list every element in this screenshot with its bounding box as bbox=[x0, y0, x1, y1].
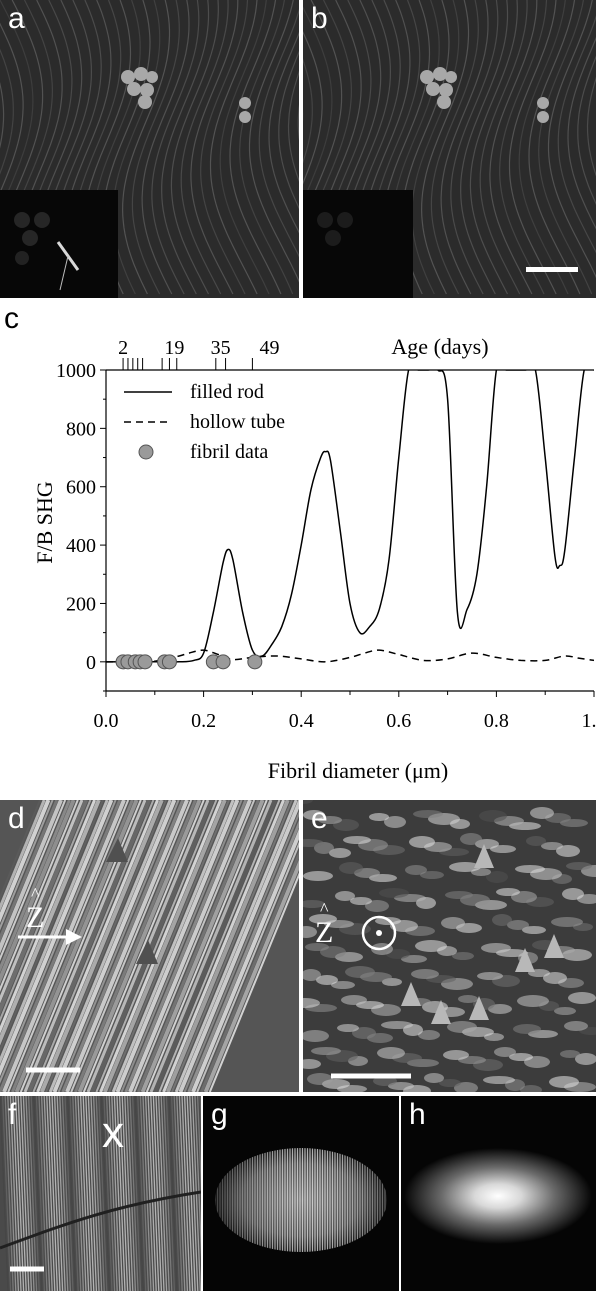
fibril-data-point bbox=[161, 654, 177, 670]
panel-e-image: e Z ^ bbox=[303, 800, 596, 1092]
panel-label-d: d bbox=[8, 802, 25, 835]
x-axis-label: Fibril diameter (μm) bbox=[268, 758, 448, 783]
scale-bar-b bbox=[526, 267, 578, 272]
panel-c-chart: c filled rod hollow tube fibril data 0.0 0.… bbox=[0, 302, 596, 792]
panel-g-image: g bbox=[203, 1096, 399, 1291]
z-hat-d: ^ bbox=[31, 884, 40, 904]
arrowhead-marker bbox=[106, 838, 128, 862]
z-hat-e: ^ bbox=[320, 899, 329, 919]
z-axis-label-d: Z bbox=[26, 901, 45, 934]
panel-label-b: b bbox=[311, 2, 328, 35]
fibril-data-point bbox=[137, 654, 153, 670]
x-tick-label: 1.0 bbox=[582, 710, 596, 732]
panel-label-c: c bbox=[4, 302, 19, 335]
panel-h-image: h bbox=[401, 1096, 596, 1291]
inset-a bbox=[0, 190, 118, 298]
panel-label-a: a bbox=[8, 2, 25, 35]
panel-e-micrograph bbox=[303, 800, 596, 1092]
panel-g-micrograph bbox=[215, 1148, 387, 1252]
top-axis-tick-label: 19 bbox=[164, 337, 184, 359]
panel-h-psf bbox=[404, 1148, 592, 1244]
filled-rod-series-line bbox=[106, 370, 594, 663]
legend-label: filled rod bbox=[190, 381, 264, 403]
bead-cluster bbox=[420, 67, 549, 123]
z-axis-label-e: Z bbox=[315, 916, 334, 949]
fibril-shg-chart: filled rod hollow tube fibril data 0.0 0.2 0… bbox=[32, 334, 596, 783]
y-tick-label: 1000 bbox=[56, 360, 96, 382]
x-marker-f: x bbox=[102, 1108, 124, 1157]
panel-label-f: f bbox=[8, 1098, 17, 1131]
inset-b bbox=[303, 190, 413, 298]
panel-b-image: b bbox=[303, 0, 596, 298]
panel-a-image: a bbox=[0, 0, 299, 298]
x-tick-label: 0.2 bbox=[191, 710, 216, 732]
top-axis-label: Age (days) bbox=[391, 334, 488, 359]
top-axis-tick-label: 35 bbox=[211, 337, 231, 359]
y-tick-label: 600 bbox=[66, 477, 96, 499]
top-axis-tick-label: 49 bbox=[259, 337, 279, 359]
x-tick-label: 0.0 bbox=[94, 710, 119, 732]
arrowhead-markers bbox=[401, 844, 564, 1024]
panel-f-micrograph bbox=[0, 1096, 201, 1291]
panel-d-micrograph bbox=[0, 800, 299, 1092]
legend-label: hollow tube bbox=[190, 411, 285, 433]
x-tick-label: 0.8 bbox=[484, 710, 509, 732]
panel-label-h: h bbox=[409, 1098, 426, 1131]
legend-marker bbox=[138, 444, 154, 460]
panel-d-image: d Z ^ bbox=[0, 800, 299, 1092]
fibril-data-point bbox=[215, 654, 231, 670]
x-tick-label: 0.4 bbox=[289, 710, 314, 732]
top-axis-tick-label: 2 bbox=[118, 337, 128, 359]
legend-label: fibril data bbox=[190, 441, 268, 463]
y-tick-label: 400 bbox=[66, 535, 96, 557]
y-axis-label: F/B SHG bbox=[32, 481, 57, 564]
y-tick-label: 800 bbox=[66, 418, 96, 440]
hollow-tube-series-line bbox=[106, 649, 594, 663]
panel-label-g: g bbox=[211, 1098, 228, 1131]
panel-f-image: f x bbox=[0, 1096, 201, 1291]
y-tick-label: 0 bbox=[86, 652, 96, 674]
fibril-data-point bbox=[247, 654, 263, 670]
arrowhead-marker bbox=[136, 940, 158, 964]
x-tick-label: 0.6 bbox=[386, 710, 411, 732]
panel-label-e: e bbox=[311, 802, 328, 835]
bead-cluster bbox=[121, 67, 251, 123]
y-tick-label: 200 bbox=[66, 593, 96, 615]
